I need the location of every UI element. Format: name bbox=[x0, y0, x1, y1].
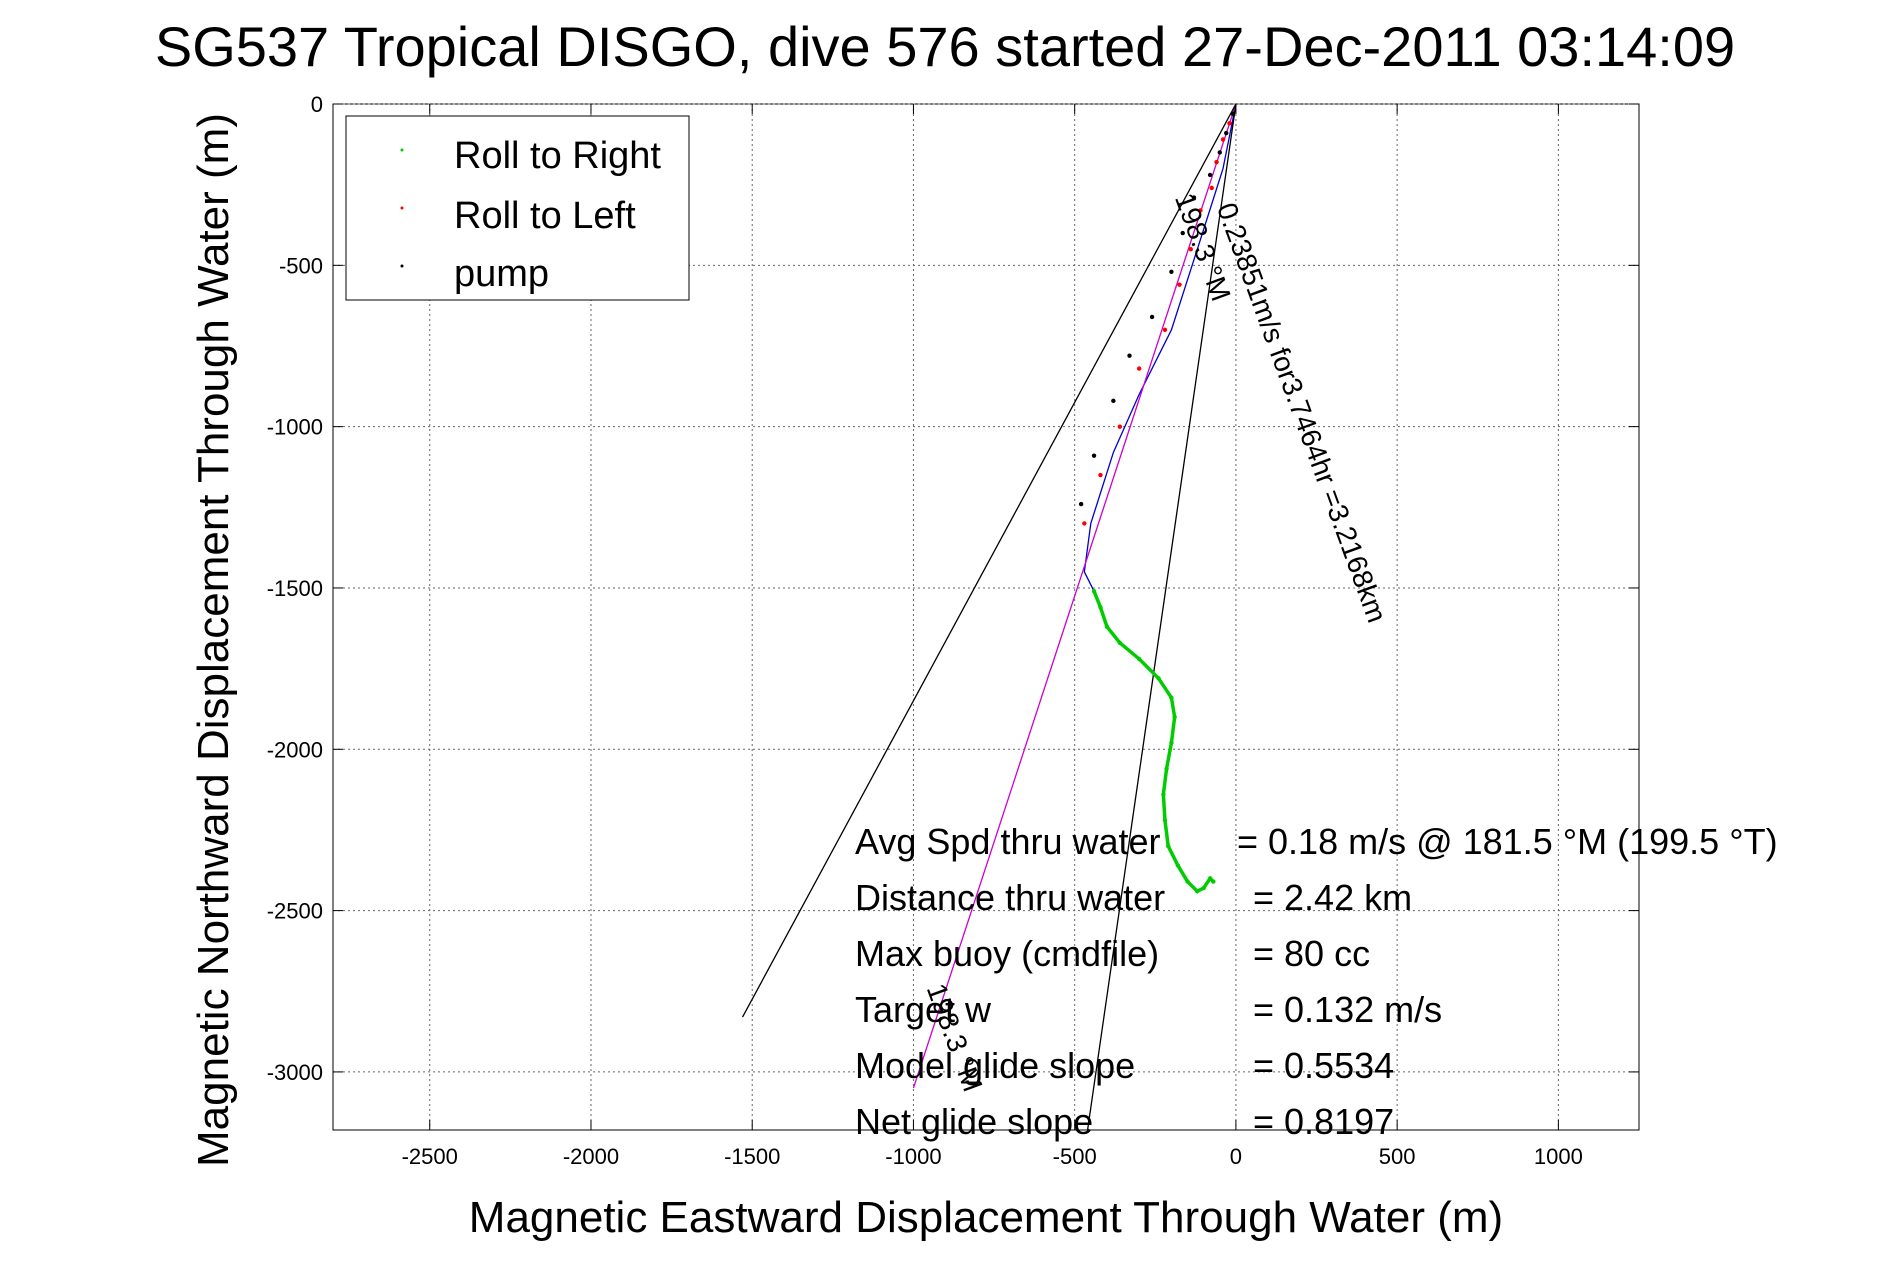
point-roll-to-right bbox=[1104, 624, 1110, 629]
legend: Roll to Right Roll to Left pump bbox=[345, 115, 690, 301]
point-roll-to-right bbox=[1098, 605, 1103, 610]
point-pump bbox=[1111, 398, 1116, 404]
summary-value: = 0.132 m/s bbox=[1253, 989, 1442, 1030]
summary-value: = 0.8197 bbox=[1253, 1101, 1394, 1142]
summary-label: Net glide slope bbox=[855, 1101, 1093, 1142]
y-axis-label: Magnetic Northward Displacement Through … bbox=[189, 113, 238, 1167]
point-pump bbox=[1230, 111, 1235, 116]
point-roll-to-right bbox=[1185, 879, 1190, 884]
summary-block: Avg Spd thru water = 0.18 m/s @ 181.5 °M… bbox=[855, 821, 1778, 1142]
point-pump bbox=[1207, 172, 1213, 178]
y-tick-label: -2000 bbox=[267, 737, 323, 762]
point-roll-to-right bbox=[1162, 818, 1168, 823]
x-tick-label: 1000 bbox=[1534, 1144, 1583, 1169]
point-roll-to-right bbox=[1091, 588, 1097, 594]
point-roll-to-right bbox=[1201, 885, 1206, 891]
x-axis-label: Magnetic Eastward Displacement Through W… bbox=[469, 1193, 1503, 1242]
line-bound-1 bbox=[741, 104, 1237, 1018]
axis-ticks: -2500 -2000 -1500 -1000 -500 0 500 1000 0 -500 -10… bbox=[267, 92, 1639, 1169]
summary-value: = 80 cc bbox=[1253, 933, 1370, 974]
x-tick-label: 0 bbox=[1230, 1144, 1242, 1169]
point-roll-to-right bbox=[1136, 656, 1142, 662]
point-roll-to-right bbox=[1161, 792, 1166, 797]
x-tick-label: 500 bbox=[1379, 1144, 1416, 1169]
point-roll-to-left bbox=[1214, 159, 1219, 165]
legend-marker-roll-left bbox=[400, 206, 404, 210]
summary-value: = 0.5534 bbox=[1253, 1045, 1394, 1086]
point-roll-to-right bbox=[1165, 843, 1171, 849]
line-bound-2 bbox=[1086, 104, 1237, 1130]
point-roll-to-left bbox=[1188, 246, 1193, 252]
x-tick-label: -2000 bbox=[563, 1144, 619, 1169]
line-track bbox=[1083, 104, 1237, 592]
summary-label: Model glide slope bbox=[855, 1045, 1135, 1086]
point-roll-to-left bbox=[1209, 185, 1214, 191]
data-marks bbox=[741, 104, 1237, 1130]
point-pump bbox=[1078, 501, 1084, 507]
x-tick-label: -2500 bbox=[402, 1144, 458, 1169]
y-tick-label: 0 bbox=[311, 92, 323, 117]
point-pump bbox=[1217, 150, 1222, 155]
summary-label: Avg Spd thru water bbox=[855, 821, 1161, 862]
point-roll-to-left bbox=[1136, 366, 1142, 371]
point-pump bbox=[1224, 130, 1229, 136]
point-roll-to-left bbox=[1098, 472, 1103, 478]
point-roll-to-right bbox=[1117, 640, 1123, 646]
point-pump bbox=[1149, 314, 1155, 320]
x-tick-label: -1000 bbox=[885, 1144, 941, 1169]
y-tick-label: -500 bbox=[279, 253, 323, 278]
summary-label: Distance thru water bbox=[855, 877, 1165, 918]
y-tick-label: -2500 bbox=[267, 899, 323, 924]
point-roll-to-right bbox=[1175, 863, 1181, 868]
point-pump bbox=[1180, 230, 1185, 236]
y-tick-label: -1500 bbox=[267, 576, 323, 601]
line-net-displacement bbox=[912, 104, 1237, 1089]
point-roll-to-right bbox=[1169, 695, 1174, 700]
point-pump bbox=[1169, 269, 1174, 274]
point-roll-to-right bbox=[1172, 714, 1177, 720]
summary-label: Max buoy (cmdfile) bbox=[855, 933, 1159, 974]
legend-label-pump: pump bbox=[454, 253, 549, 295]
point-roll-to-right bbox=[1211, 879, 1216, 884]
point-roll-to-right bbox=[1156, 676, 1161, 681]
point-roll-to-left bbox=[1220, 137, 1226, 142]
x-tick-label: -1500 bbox=[724, 1144, 780, 1169]
chart-title: SG537 Tropical DISGO, dive 576 started 2… bbox=[155, 15, 1735, 78]
point-roll-to-right bbox=[1195, 889, 1200, 894]
legend-marker-roll-right bbox=[400, 148, 404, 152]
summary-value: = 0.18 m/s @ 181.5 °M (199.5 °T) bbox=[1237, 821, 1778, 862]
point-roll-to-right bbox=[1169, 740, 1174, 746]
legend-label-roll-left: Roll to Left bbox=[454, 195, 636, 237]
x-tick-label: -500 bbox=[1053, 1144, 1097, 1169]
point-roll-to-right bbox=[1207, 876, 1213, 881]
point-roll-to-left bbox=[1177, 282, 1182, 287]
point-roll-to-left bbox=[1162, 327, 1168, 333]
y-tick-label: -1000 bbox=[267, 415, 323, 440]
point-pump bbox=[1127, 353, 1132, 358]
point-roll-to-right bbox=[1164, 766, 1169, 771]
summary-label: Target w bbox=[855, 989, 992, 1030]
point-roll-to-left bbox=[1227, 121, 1232, 126]
point-pump bbox=[1191, 195, 1197, 200]
summary-value: = 2.42 km bbox=[1253, 877, 1412, 918]
point-roll-to-left bbox=[1082, 521, 1087, 526]
y-tick-label: -3000 bbox=[267, 1060, 323, 1085]
point-roll-to-left bbox=[1117, 424, 1123, 429]
legend-marker-pump bbox=[400, 264, 404, 268]
point-pump bbox=[1091, 453, 1097, 458]
point-roll-to-left bbox=[1198, 208, 1203, 213]
legend-label-roll-right: Roll to Right bbox=[454, 135, 661, 177]
